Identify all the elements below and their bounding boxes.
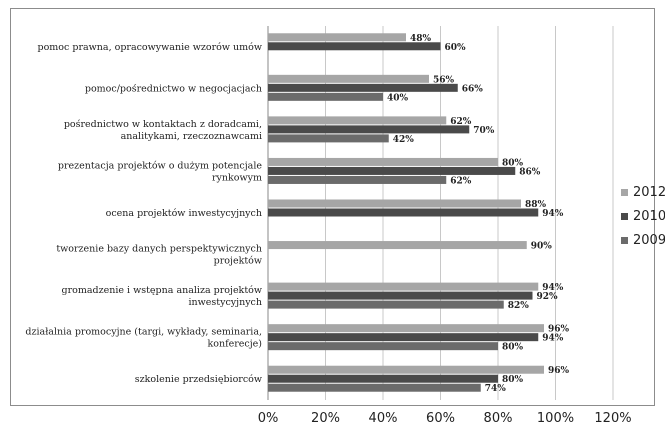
legend-swatch-2009 [621,237,628,244]
x-tick-label: 60% [426,411,455,426]
category-label: szkolenie przedsiębiorców [135,374,262,385]
category-label: pomoc/pośrednictwo w negocjacjach [85,83,262,94]
data-label: 94% [542,283,564,293]
data-label: 70% [473,126,495,136]
bar-2012 [268,241,527,250]
category-label: rynkowym [212,172,262,183]
category-label: analitykami, rzeczoznawcami [121,131,262,142]
bar-2009 [268,383,481,392]
bar-2012 [268,116,447,125]
data-label: 96% [548,366,570,376]
data-label: 48% [410,34,432,44]
category-label: działalnia promocyjne (targi, wykłady, s… [25,327,262,338]
category-label: pomoc prawna, opracowywanie wzorów umów [38,42,263,53]
bar-2009 [268,134,389,143]
category-label: konferecje) [208,339,263,350]
category-label: ocena projektów inwestycyjnych [106,208,262,219]
category-label: prezentacja projektów o dużym potencjale [58,160,262,171]
bar-2012 [268,157,498,166]
data-label: 62% [450,176,472,186]
category-label: projektów [214,256,262,267]
category-label: gromadzenie i wstępna analiza projektów [62,285,262,296]
bar-2009 [268,342,498,351]
bar-2010 [268,166,516,175]
x-tick-label: 80% [484,411,513,426]
legend-label: 2009 [633,233,665,248]
data-label: 60% [445,43,467,53]
legend-label: 2010 [633,209,665,224]
bar-2010 [268,208,539,217]
data-label: 94% [542,209,564,219]
legend-label: 2012 [633,185,665,200]
bar-2012 [268,282,539,291]
bar-2010 [268,291,533,300]
category-label: inwestycyjnych [188,297,262,308]
legend-swatch-2012 [621,189,628,196]
bar-2009 [268,175,447,184]
bar-2012 [268,365,544,374]
x-tick-label: 120% [594,411,631,426]
bar-2012 [268,33,406,42]
x-tick-label: 100% [537,411,574,426]
bar-2009 [268,300,504,309]
data-label: 56% [433,75,455,85]
x-tick-label: 40% [369,411,398,426]
data-label: 82% [508,301,530,311]
data-label: 88% [525,200,547,210]
data-label: 94% [542,334,564,344]
bar-2010 [268,42,441,51]
x-tick-label: 20% [311,411,340,426]
data-label: 62% [450,117,472,127]
bar-2010 [268,125,470,134]
category-label: tworzenie bazy danych perspektywicznych [56,244,262,255]
chart-frame [10,8,655,406]
bar-2009 [268,92,383,101]
bar-2010 [268,374,498,383]
data-label: 80% [502,343,524,353]
data-label: 66% [462,84,484,94]
data-label: 74% [485,384,507,394]
data-label: 40% [387,93,409,103]
x-tick-label: 0% [258,411,279,426]
bar-2010 [268,83,458,92]
bar-2010 [268,333,539,342]
bar-2012 [268,199,521,208]
data-label: 96% [548,325,570,335]
bar-2012 [268,324,544,333]
data-label: 86% [519,167,541,177]
data-label: 80% [502,375,524,385]
data-label: 80% [502,158,524,168]
data-label: 92% [537,292,559,302]
data-label: 90% [531,242,553,252]
category-label: pośrednictwo w kontaktach z doradcami, [64,119,262,130]
data-label: 42% [393,135,415,145]
bar-2012 [268,74,429,83]
legend-swatch-2010 [621,213,628,220]
